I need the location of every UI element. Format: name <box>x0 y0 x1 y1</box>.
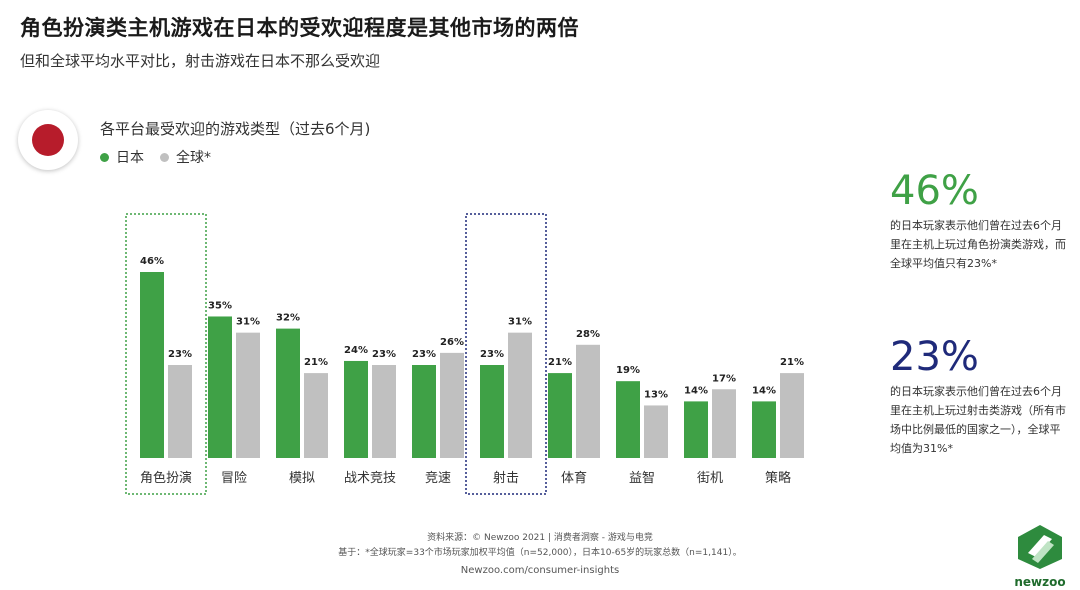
bar-label-global-3: 23% <box>372 349 396 360</box>
bar-label-japan-9: 14% <box>752 385 776 396</box>
highlight-box-5 <box>465 213 547 495</box>
bar-label-japan-2: 32% <box>276 313 300 324</box>
category-label-7: 益智 <box>629 471 655 486</box>
stat-value-rpg: 46% <box>890 168 979 214</box>
bar-label-global-0: 23% <box>168 349 192 360</box>
stat-block-shooter: 23% 的日本玩家表示他们曾在过去6个月里在主机上玩过射击类游戏（所有市场中比例… <box>890 336 1070 458</box>
bar-global-3 <box>372 365 396 458</box>
stat-text-shooter: 的日本玩家表示他们曾在过去6个月里在主机上玩过射击类游戏（所有市场中比例最低的国… <box>890 385 1066 455</box>
bar-japan-4 <box>412 365 436 458</box>
bar-japan-2 <box>276 328 300 458</box>
bar-japan-6 <box>548 373 572 458</box>
bar-label-japan-7: 19% <box>616 365 640 376</box>
category-label-9: 策略 <box>765 470 791 486</box>
bar-global-8 <box>712 389 736 458</box>
bar-label-japan-6: 21% <box>548 357 572 368</box>
legend-item-japan: 日本 <box>100 147 144 167</box>
legend-label-global: 全球* <box>176 150 211 166</box>
bar-global-9 <box>780 373 804 458</box>
legend-swatch-global <box>160 152 169 162</box>
category-label-1: 冒险 <box>221 471 247 486</box>
bar-japan-7 <box>616 381 640 458</box>
bar-japan-8 <box>684 401 708 458</box>
newzoo-logo-icon <box>1018 525 1062 569</box>
bar-chart: 46% 23% 角色扮演 35% 31% 冒险 32% 21% 模拟 24% 23% 战术竞技 23% 2… <box>125 213 804 495</box>
bar-label-global-6: 28% <box>576 329 600 340</box>
category-label-6: 体育 <box>561 470 587 486</box>
legend-label-japan: 日本 <box>116 150 144 166</box>
bar-label-japan-0: 46% <box>140 256 164 267</box>
legend-item-global: 全球* <box>160 147 211 167</box>
bar-global-2 <box>304 373 328 458</box>
stat-value-shooter: 23% <box>890 334 979 380</box>
bar-japan-1 <box>208 316 232 458</box>
japan-flag-icon <box>18 110 78 170</box>
category-label-0: 角色扮演 <box>140 470 192 486</box>
source-url[interactable]: Newzoo.com/consumer-insights <box>460 565 620 576</box>
category-label-3: 战术竞技 <box>344 470 396 486</box>
bar-label-japan-5: 23% <box>480 349 504 360</box>
bar-global-7 <box>644 405 668 458</box>
bar-global-5 <box>508 332 532 458</box>
newzoo-logo-text: newzoo <box>1014 575 1066 589</box>
category-label-2: 模拟 <box>289 471 315 486</box>
category-label-8: 街机 <box>697 471 723 486</box>
bar-global-1 <box>236 332 260 458</box>
bar-label-japan-1: 35% <box>208 300 232 311</box>
bar-global-0 <box>168 365 192 458</box>
bar-label-global-2: 21% <box>304 357 328 368</box>
highlight-box-0 <box>125 213 207 495</box>
bar-label-japan-4: 23% <box>412 349 436 360</box>
stat-text-rpg: 的日本玩家表示他们曾在过去6个月里在主机上玩过角色扮演类游戏，而全球平均值只有2… <box>890 219 1066 270</box>
source-line: 资料来源：© Newzoo 2021 | 消费者洞察 - 游戏与电竞 <box>427 533 653 543</box>
legend-swatch-japan <box>100 152 109 162</box>
category-label-5: 射击 <box>493 470 519 486</box>
bar-global-6 <box>576 344 600 458</box>
page-subtitle: 但和全球平均水平对比，射击游戏在日本不那么受欢迎 <box>20 52 381 70</box>
bar-global-4 <box>440 352 464 458</box>
category-label-4: 竞速 <box>425 470 451 486</box>
bar-label-japan-3: 24% <box>344 345 368 356</box>
bar-japan-0 <box>140 272 164 458</box>
bar-label-japan-8: 14% <box>684 385 708 396</box>
bar-label-global-9: 21% <box>780 357 804 368</box>
bar-japan-5 <box>480 365 504 458</box>
bar-label-global-1: 31% <box>236 317 260 328</box>
bar-label-global-4: 26% <box>440 337 464 348</box>
bar-japan-3 <box>344 360 368 458</box>
page-title: 角色扮演类主机游戏在日本的受欢迎程度是其他市场的两倍 <box>20 16 579 40</box>
bar-label-global-7: 13% <box>644 389 668 400</box>
footnote: 基于：*全球玩家=33个市场玩家加权平均值（n=52,000），日本10-65岁… <box>338 548 742 558</box>
chart-legend: 日本 全球* <box>100 147 227 167</box>
bar-label-global-8: 17% <box>712 373 736 384</box>
newzoo-logo: newzoo <box>1010 523 1070 589</box>
bar-japan-9 <box>752 401 776 458</box>
chart-title: 各平台最受欢迎的游戏类型（过去6个月) <box>100 120 371 138</box>
stat-block-rpg: 46% 的日本玩家表示他们曾在过去6个月里在主机上玩过角色扮演类游戏，而全球平均… <box>890 170 1070 273</box>
bar-label-global-5: 31% <box>508 317 532 328</box>
